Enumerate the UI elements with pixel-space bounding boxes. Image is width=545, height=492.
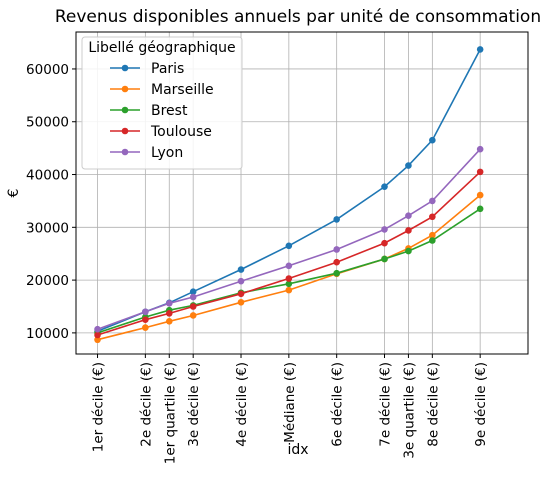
data-point [142,316,149,323]
legend-swatch-marker [121,148,129,156]
data-point [237,277,245,285]
data-point [476,205,484,213]
data-point [165,300,173,307]
data-point [165,317,173,325]
data-point [476,168,484,176]
data-point [237,290,245,298]
y-tick-label: 40000 [26,168,69,184]
x-tick-label: 9e décile (€) [473,362,489,447]
data-point [142,324,149,331]
data-point [429,213,436,221]
data-point [189,288,197,296]
data-point [333,216,340,223]
x-tick-label: 3e quartile (€) [401,362,417,459]
x-axis-label: idx [287,442,308,458]
data-point [285,262,293,270]
x-tick-label: 7e décile (€) [378,362,394,447]
data-point [381,226,388,233]
y-tick-label: 20000 [26,273,69,289]
data-point [189,312,197,319]
legend-swatch-marker [121,106,129,114]
data-point [381,239,388,247]
x-tick-label: 6e décile (€) [330,362,346,447]
data-point [333,269,340,277]
data-point [476,191,484,199]
data-point [285,275,293,282]
data-point [237,298,245,306]
data-point [142,308,149,316]
data-point [405,247,412,255]
data-point [285,280,293,288]
x-tick-label: 4e décile (€) [234,362,250,447]
legend: Libellé géographique Paris Marseille Brest… [81,36,243,170]
data-point [333,258,340,266]
data-point [429,136,436,144]
data-point [333,246,340,253]
data-point [476,145,484,153]
data-point [405,212,412,219]
y-axis-label: € [6,189,22,198]
legend-entry: Brest [151,103,188,119]
data-point [189,303,197,310]
data-point [237,266,245,273]
legend-swatch-marker [121,127,129,135]
data-point [405,227,412,234]
series-layer [94,46,484,344]
data-point [476,46,484,53]
legend-entry: Marseille [151,82,214,98]
data-point [429,197,436,205]
y-tick-label: 30000 [26,220,69,236]
data-point [381,255,388,263]
y-tick-label: 10000 [26,326,69,342]
y-tick-label: 50000 [26,115,69,131]
data-point [429,237,436,244]
data-point [285,286,293,294]
data-point [405,162,412,169]
x-tick-label: 2e décile (€) [138,362,154,447]
data-point [94,336,101,344]
data-point [429,231,436,239]
legend-title: Libellé géographique [88,40,235,56]
x-tick-label: 3e décile (€) [186,362,202,447]
legend-entry: Toulouse [150,124,212,140]
x-tick-label: Médiane (€) [282,362,298,443]
legend-swatch-marker [121,85,129,93]
legend-frame [81,36,243,170]
data-point [94,325,101,333]
y-tick-label: 60000 [26,62,69,78]
plot-area-frame [75,31,529,355]
legend-entry: Paris [151,61,184,77]
x-tick-label: 1er décile (€) [91,362,107,452]
x-axis: 1er décile (€) 2e décile (€) 1er quartile … [91,354,489,464]
data-point [94,331,101,339]
legend-entry: Lyon [151,145,183,161]
y-axis: 10000 20000 30000 40000 50000 60000 [26,62,76,342]
data-point [285,242,293,250]
x-tick-label: 1er quartile (€) [162,362,178,464]
data-point [189,293,197,301]
legend-swatch-marker [121,64,129,72]
data-point [381,183,388,190]
chart-title: Revenus disponibles annuels par unité de… [55,7,541,27]
x-tick-label: 8e décile (€) [425,362,441,447]
data-point [165,310,173,317]
